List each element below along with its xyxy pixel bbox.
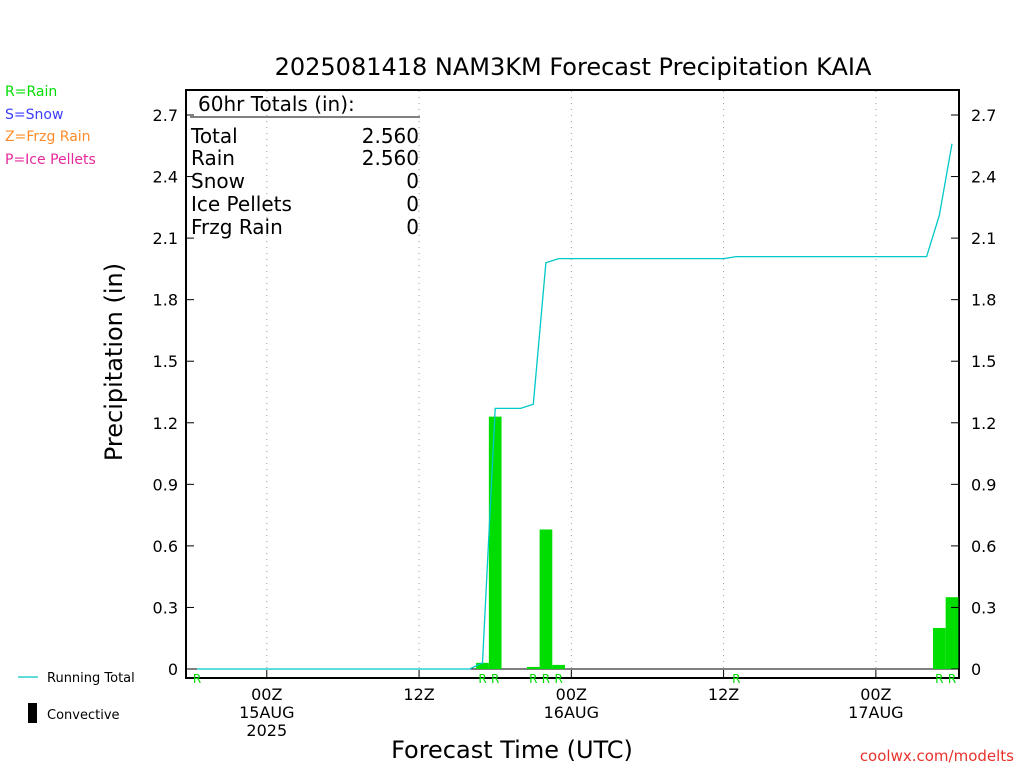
x-axis-label: Forecast Time (UTC) (391, 736, 633, 764)
plot-frame (185, 89, 960, 679)
totals-snow-value: 0 (406, 169, 419, 193)
legend-ice-pellets: P=Ice Pellets (5, 152, 96, 168)
totals-rain-value: 2.560 (362, 146, 419, 170)
x-gridlines (186, 91, 959, 677)
legend-snow: S=Snow (5, 107, 63, 123)
y-tick-label-left: 2.1 (153, 229, 178, 248)
y-tick-label-right: 0 (971, 660, 981, 679)
y-tick-label-left: 0.6 (153, 537, 178, 556)
precip-type-marker: R (529, 672, 537, 686)
precip-type-marker: R (193, 672, 201, 686)
x-tick-label: 00Z (860, 685, 891, 704)
precip-type-marker: R (478, 672, 486, 686)
y-tick-label-left: 2.4 (153, 168, 178, 187)
y-tick-label-right: 1.8 (971, 291, 996, 310)
totals-snow-label: Snow (191, 169, 245, 193)
x-tick-label: 15AUG (239, 703, 294, 722)
y-tick-label-left: 0.9 (153, 475, 178, 494)
convective-bar (539, 529, 553, 669)
x-tick-label: 00Z (556, 685, 587, 704)
totals-frzg-rain-label: Frzg Rain (191, 215, 283, 239)
convective-bars (476, 416, 959, 669)
y-tick-label-left: 0 (168, 660, 178, 679)
precip-type-marker: R (935, 672, 943, 686)
legend-rain: R=Rain (5, 84, 57, 100)
legend-convective-swatch (28, 703, 37, 723)
y-tick-label-left: 1.8 (153, 291, 178, 310)
x-tick-label: 17AUG (848, 703, 903, 722)
y-tick-label-left: 0.3 (153, 598, 178, 617)
y-axis-ticks: 0 00.3 0.30.6 0.60.9 0.91.2 1.21.5 1.51.8 1.82.… (153, 106, 997, 679)
convective-bar (488, 416, 502, 669)
y-tick-label-left: 2.7 (153, 106, 178, 125)
convective-bar (552, 664, 565, 669)
precip-type-marker: R (491, 672, 499, 686)
convective-bar (945, 597, 959, 669)
totals-total-value: 2.560 (362, 124, 419, 148)
legend-frzg-rain: Z=Frzg Rain (5, 129, 91, 145)
x-tick-label: 00Z (251, 685, 282, 704)
totals-total-label: Total (190, 124, 238, 148)
y-tick-label-right: 1.2 (971, 414, 996, 433)
x-tick-label: 12Z (708, 685, 739, 704)
totals-ice-pellets-value: 0 (406, 192, 419, 216)
y-tick-label-right: 2.1 (971, 229, 996, 248)
y-tick-label-right: 0.3 (971, 598, 996, 617)
y-tick-label-right: 0.6 (971, 537, 996, 556)
legend-convective-label: Convective (47, 708, 120, 723)
precip-type-marker: R (554, 672, 562, 686)
chart-title: 2025081418 NAM3KM Forecast Precipitation… (275, 53, 872, 81)
totals-rain-label: Rain (191, 146, 235, 170)
x-tick-label: 16AUG (544, 703, 599, 722)
y-tick-label-left: 1.2 (153, 414, 178, 433)
y-tick-label-right: 1.5 (971, 352, 996, 371)
totals-box: 60hr Totals (in): Total 2.560 Rain 2.560… (190, 92, 420, 239)
y-tick-label-right: 2.7 (971, 106, 996, 125)
totals-ice-pellets-label: Ice Pellets (191, 192, 292, 216)
y-tick-label-left: 1.5 (153, 352, 178, 371)
convective-bar (932, 627, 946, 669)
convective-bar (476, 662, 489, 669)
totals-frzg-rain-value: 0 (406, 215, 419, 239)
running-total-line (197, 143, 953, 670)
totals-header: 60hr Totals (in): (198, 92, 355, 116)
precip-type-marker: R (542, 672, 550, 686)
precip-type-marker: R (732, 672, 740, 686)
convective-bar (526, 666, 540, 669)
running-total-polyline (197, 143, 953, 670)
legend-running-total-label: Running Total (47, 671, 135, 686)
x-tick-label: 2025 (246, 721, 287, 740)
y-tick-label-right: 2.4 (971, 168, 996, 187)
x-tick-label: 12Z (403, 685, 434, 704)
credit-text: coolwx.com/modelts (860, 747, 1014, 765)
y-tick-label-right: 0.9 (971, 475, 996, 494)
y-axis-label: Precipitation (in) (100, 263, 128, 461)
precip-type-marker: R (948, 672, 956, 686)
